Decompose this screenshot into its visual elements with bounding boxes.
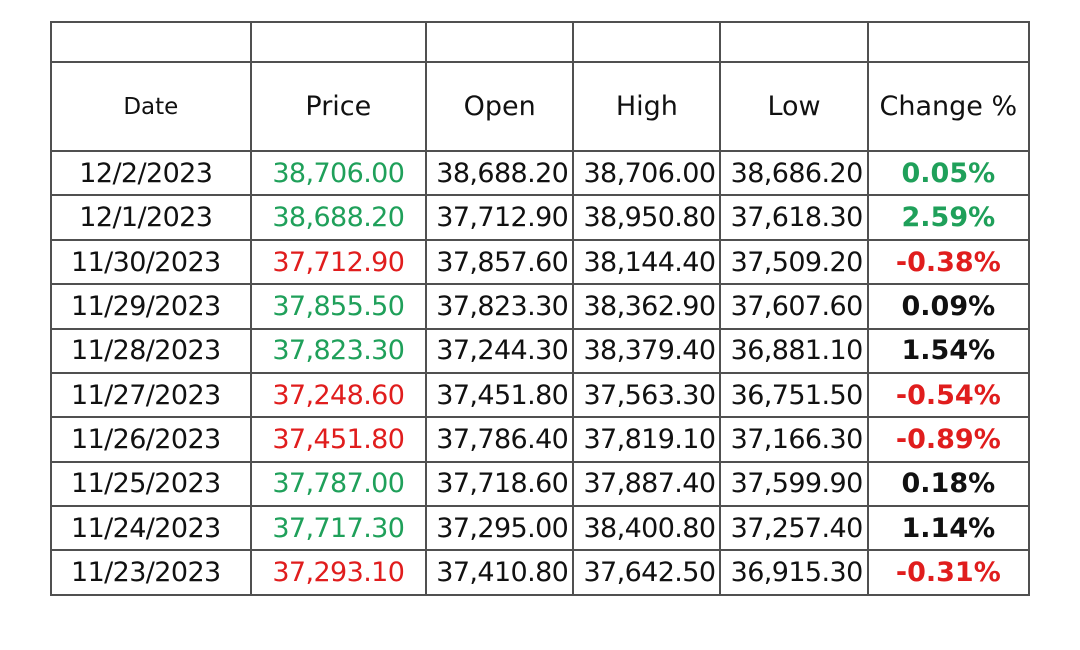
change-cell: -0.89% <box>866 416 1031 463</box>
low-cell: 36,751.50 <box>719 371 869 419</box>
header-price: Price <box>249 61 428 153</box>
change-cell: 2.59% <box>866 194 1031 241</box>
table-row: 11/29/2023 37,855.50 37,823.30 38,362.90 37,… <box>50 283 1031 330</box>
high-cell: 38,950.80 <box>572 194 722 241</box>
low-cell: 37,257.40 <box>719 505 869 552</box>
header-high: High <box>572 61 722 153</box>
table-row: 11/24/2023 37,717.30 37,295.00 38,400.80 37,… <box>50 505 1031 552</box>
price-cell: 37,717.30 <box>249 505 428 552</box>
price-history-table: Date Price Open High Low Change % 12/2/2… <box>50 20 1031 596</box>
change-cell: 0.18% <box>866 460 1031 508</box>
high-cell: 38,362.90 <box>572 283 722 330</box>
date-cell: 12/1/2023 <box>50 194 252 241</box>
header-low: Low <box>719 61 869 153</box>
table-row: 12/2/2023 38,706.00 38,688.20 38,706.00 38,6… <box>50 150 1031 197</box>
change-cell: 1.14% <box>866 505 1031 552</box>
high-cell: 37,887.40 <box>572 460 722 508</box>
blank-cell <box>572 20 722 64</box>
price-cell: 37,823.30 <box>249 327 428 374</box>
header-row: Date Price Open High Low Change % <box>50 61 1031 153</box>
high-cell: 38,400.80 <box>572 505 722 552</box>
open-cell: 37,786.40 <box>425 416 575 463</box>
open-cell: 38,688.20 <box>425 150 575 197</box>
blank-cell <box>425 20 575 64</box>
blank-cell <box>50 20 252 64</box>
low-cell: 37,599.90 <box>719 460 869 508</box>
header-date: Date <box>50 61 252 153</box>
blank-cell <box>719 20 869 64</box>
table-row: 11/26/2023 37,451.80 37,786.40 37,819.10 37,… <box>50 416 1031 463</box>
table-row: 11/28/2023 37,823.30 37,244.30 38,379.40 36,… <box>50 327 1031 374</box>
change-cell: 0.05% <box>866 150 1031 197</box>
open-cell: 37,295.00 <box>425 505 575 552</box>
blank-cell <box>866 20 1031 64</box>
low-cell: 37,509.20 <box>719 238 869 286</box>
price-cell: 37,787.00 <box>249 460 428 508</box>
open-cell: 37,718.60 <box>425 460 575 508</box>
date-cell: 11/30/2023 <box>50 238 252 286</box>
open-cell: 37,244.30 <box>425 327 575 374</box>
date-cell: 11/26/2023 <box>50 416 252 463</box>
date-cell: 11/25/2023 <box>50 460 252 508</box>
low-cell: 36,915.30 <box>719 549 869 596</box>
open-cell: 37,410.80 <box>425 549 575 596</box>
change-cell: -0.38% <box>866 238 1031 286</box>
price-cell: 37,451.80 <box>249 416 428 463</box>
table-row: 12/1/2023 38,688.20 37,712.90 38,950.80 37,6… <box>50 194 1031 241</box>
low-cell: 37,618.30 <box>719 194 869 241</box>
blank-row <box>50 20 1031 64</box>
date-cell: 11/24/2023 <box>50 505 252 552</box>
price-cell: 38,706.00 <box>249 150 428 197</box>
change-cell: -0.31% <box>866 549 1031 596</box>
change-cell: 1.54% <box>866 327 1031 374</box>
high-cell: 38,379.40 <box>572 327 722 374</box>
change-cell: -0.54% <box>866 371 1031 419</box>
date-cell: 11/27/2023 <box>50 371 252 419</box>
date-cell: 12/2/2023 <box>50 150 252 197</box>
low-cell: 36,881.10 <box>719 327 869 374</box>
price-cell: 37,855.50 <box>249 283 428 330</box>
open-cell: 37,451.80 <box>425 371 575 419</box>
low-cell: 38,686.20 <box>719 150 869 197</box>
low-cell: 37,166.30 <box>719 416 869 463</box>
blank-cell <box>249 20 428 64</box>
table-row: 11/30/2023 37,712.90 37,857.60 38,144.40 37,… <box>50 238 1031 286</box>
price-cell: 37,712.90 <box>249 238 428 286</box>
price-cell: 37,248.60 <box>249 371 428 419</box>
high-cell: 37,563.30 <box>572 371 722 419</box>
table-row: 11/27/2023 37,248.60 37,451.80 37,563.30 36,… <box>50 371 1031 419</box>
date-cell: 11/28/2023 <box>50 327 252 374</box>
high-cell: 38,144.40 <box>572 238 722 286</box>
open-cell: 37,712.90 <box>425 194 575 241</box>
price-cell: 37,293.10 <box>249 549 428 596</box>
header-change: Change % <box>866 61 1031 153</box>
date-cell: 11/23/2023 <box>50 549 252 596</box>
header-open: Open <box>425 61 575 153</box>
low-cell: 37,607.60 <box>719 283 869 330</box>
table-row: 11/25/2023 37,787.00 37,718.60 37,887.40 37,… <box>50 460 1031 508</box>
high-cell: 38,706.00 <box>572 150 722 197</box>
high-cell: 37,642.50 <box>572 549 722 596</box>
open-cell: 37,823.30 <box>425 283 575 330</box>
date-cell: 11/29/2023 <box>50 283 252 330</box>
price-cell: 38,688.20 <box>249 194 428 241</box>
open-cell: 37,857.60 <box>425 238 575 286</box>
high-cell: 37,819.10 <box>572 416 722 463</box>
change-cell: 0.09% <box>866 283 1031 330</box>
table-row: 11/23/2023 37,293.10 37,410.80 37,642.50 36,… <box>50 549 1031 596</box>
